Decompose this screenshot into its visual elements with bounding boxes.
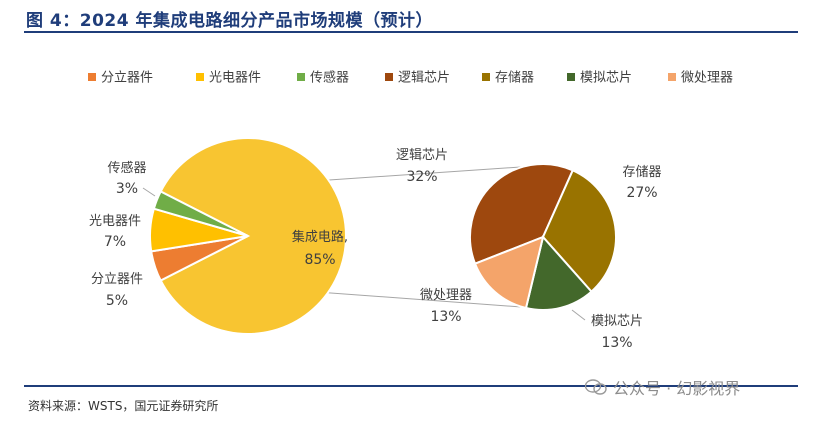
data-label: 85%	[304, 252, 335, 268]
legend-label: 光电器件	[209, 71, 261, 86]
legend-label: 分立器件	[101, 71, 153, 86]
ic-breakdown-pie	[469, 163, 617, 311]
leader-line	[571, 309, 586, 321]
legend-label: 微处理器	[681, 71, 733, 86]
legend-label: 存储器	[495, 71, 534, 86]
pie-slice	[541, 169, 617, 294]
legend-label: 模拟芯片	[580, 71, 632, 86]
watermark: 公众号 · 幻影视界	[585, 375, 740, 399]
legend-swatch	[668, 73, 676, 81]
wechat-icon	[585, 379, 607, 395]
title-divider	[24, 31, 798, 33]
pie-slice	[524, 234, 593, 311]
main-pie	[149, 137, 347, 335]
legend-label: 传感器	[310, 70, 349, 86]
data-label: 存储器	[622, 165, 661, 180]
leader-line	[142, 187, 156, 197]
legend: 分立器件 光电器件 传感器 逻辑芯片 存储器 模拟芯片 微处理器	[88, 70, 733, 86]
data-label: 13%	[601, 335, 632, 351]
legend-swatch	[297, 73, 305, 81]
data-label: 逻辑芯片	[396, 148, 448, 163]
data-label: 微处理器	[420, 288, 472, 303]
data-label: 模拟芯片	[591, 314, 643, 329]
data-label: 13%	[430, 309, 461, 325]
pie-slice	[152, 190, 249, 237]
data-label: 传感器	[107, 160, 146, 176]
legend-swatch	[385, 73, 393, 81]
legend-label: 逻辑芯片	[398, 71, 450, 86]
legend-swatch	[88, 73, 96, 81]
data-label: 集成电路,	[292, 229, 348, 245]
legend-swatch	[482, 73, 490, 81]
watermark-text: 公众号 · 幻影视界	[613, 379, 741, 398]
pie-slice	[159, 137, 347, 335]
chart-title: 图 4：2024 年集成电路细分产品市场规模（预计）	[26, 11, 433, 31]
source-note: 资料来源：WSTS，国元证券研究所	[28, 399, 219, 413]
data-label: 7%	[104, 234, 126, 250]
data-label: 5%	[106, 293, 128, 309]
footer-divider	[24, 385, 798, 387]
data-label: 3%	[116, 181, 138, 197]
legend-swatch	[196, 73, 204, 81]
data-label: 27%	[626, 185, 657, 201]
legend-swatch	[567, 73, 575, 81]
pie-slice	[469, 163, 575, 266]
data-label: 分立器件	[91, 272, 143, 287]
data-label: 32%	[406, 169, 437, 185]
pie-slice	[473, 235, 545, 310]
data-labels: 集成电路, 85% 分立器件 5% 光电器件 7% 传感器 3% 逻辑芯片 32% 存储器 27% 模拟…	[89, 148, 662, 351]
data-label: 光电器件	[89, 214, 141, 229]
